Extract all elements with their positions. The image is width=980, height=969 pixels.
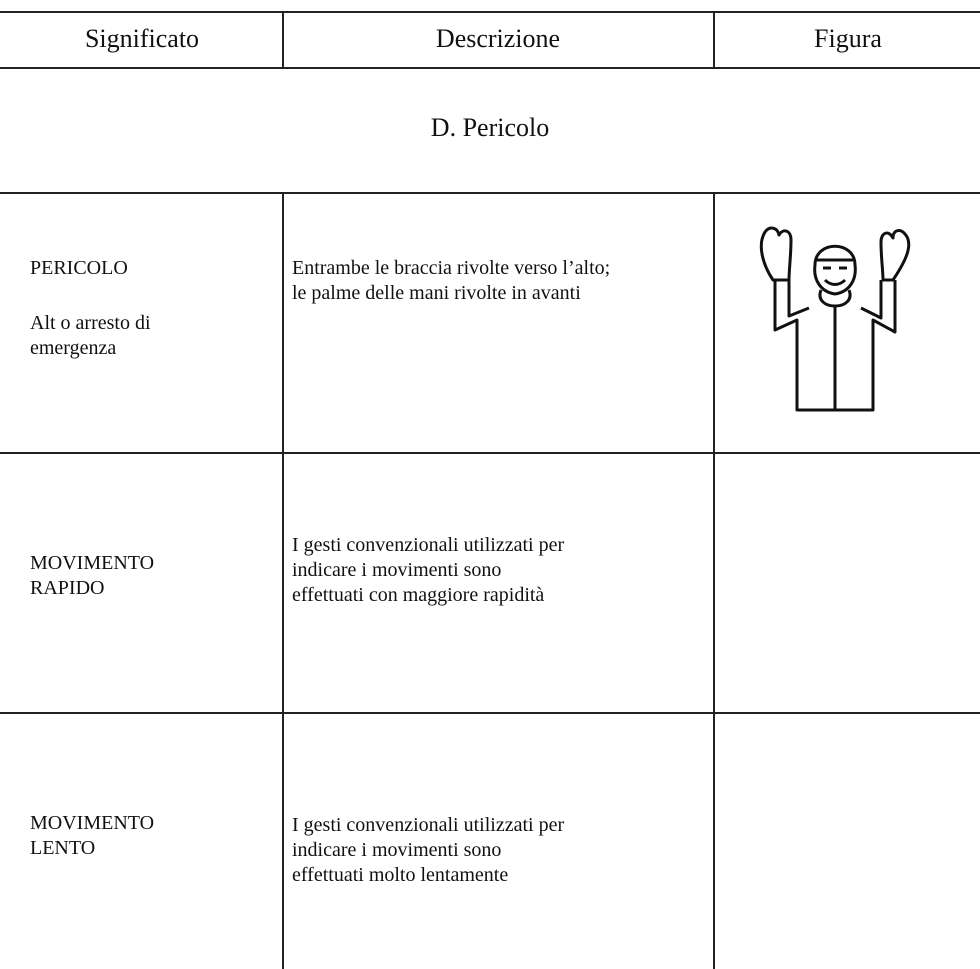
meaning-text: PERICOLO <box>30 257 128 279</box>
column-header: Descrizione <box>435 24 561 53</box>
description-text: indicare i movimenti sono <box>292 559 502 581</box>
description-text: le palme delle mani rivolte in avanti <box>292 282 581 304</box>
signal-figure <box>759 226 911 412</box>
meaning-text: MOVIMENTO <box>30 812 155 834</box>
rule <box>0 712 980 714</box>
section-title: D. Pericolo <box>430 113 550 142</box>
meaning-text: MOVIMENTO <box>30 552 155 574</box>
description-text: effettuati con maggiore rapidità <box>292 584 545 606</box>
description-text: I gesti convenzionali utilizzati per <box>292 814 565 836</box>
column-divider <box>282 11 284 69</box>
column-divider <box>282 192 284 969</box>
description-text: indicare i movimenti sono <box>292 839 502 861</box>
meaning-text: LENTO <box>30 837 96 859</box>
description-text: effettuati molto lentamente <box>292 864 509 886</box>
meaning-text: RAPIDO <box>30 577 105 599</box>
column-header: Figura <box>814 24 882 53</box>
rule <box>0 11 980 13</box>
column-divider <box>713 192 715 969</box>
rule <box>0 67 980 69</box>
rule <box>0 192 980 194</box>
description-text: Entrambe le braccia rivolte verso l’alto… <box>292 257 611 279</box>
meaning-text: emergenza <box>30 337 117 359</box>
rule <box>0 452 980 454</box>
column-divider <box>713 11 715 69</box>
description-text: I gesti convenzionali utilizzati per <box>292 534 565 556</box>
meaning-text: Alt o arresto di <box>30 312 151 334</box>
column-header: Significato <box>84 24 200 53</box>
